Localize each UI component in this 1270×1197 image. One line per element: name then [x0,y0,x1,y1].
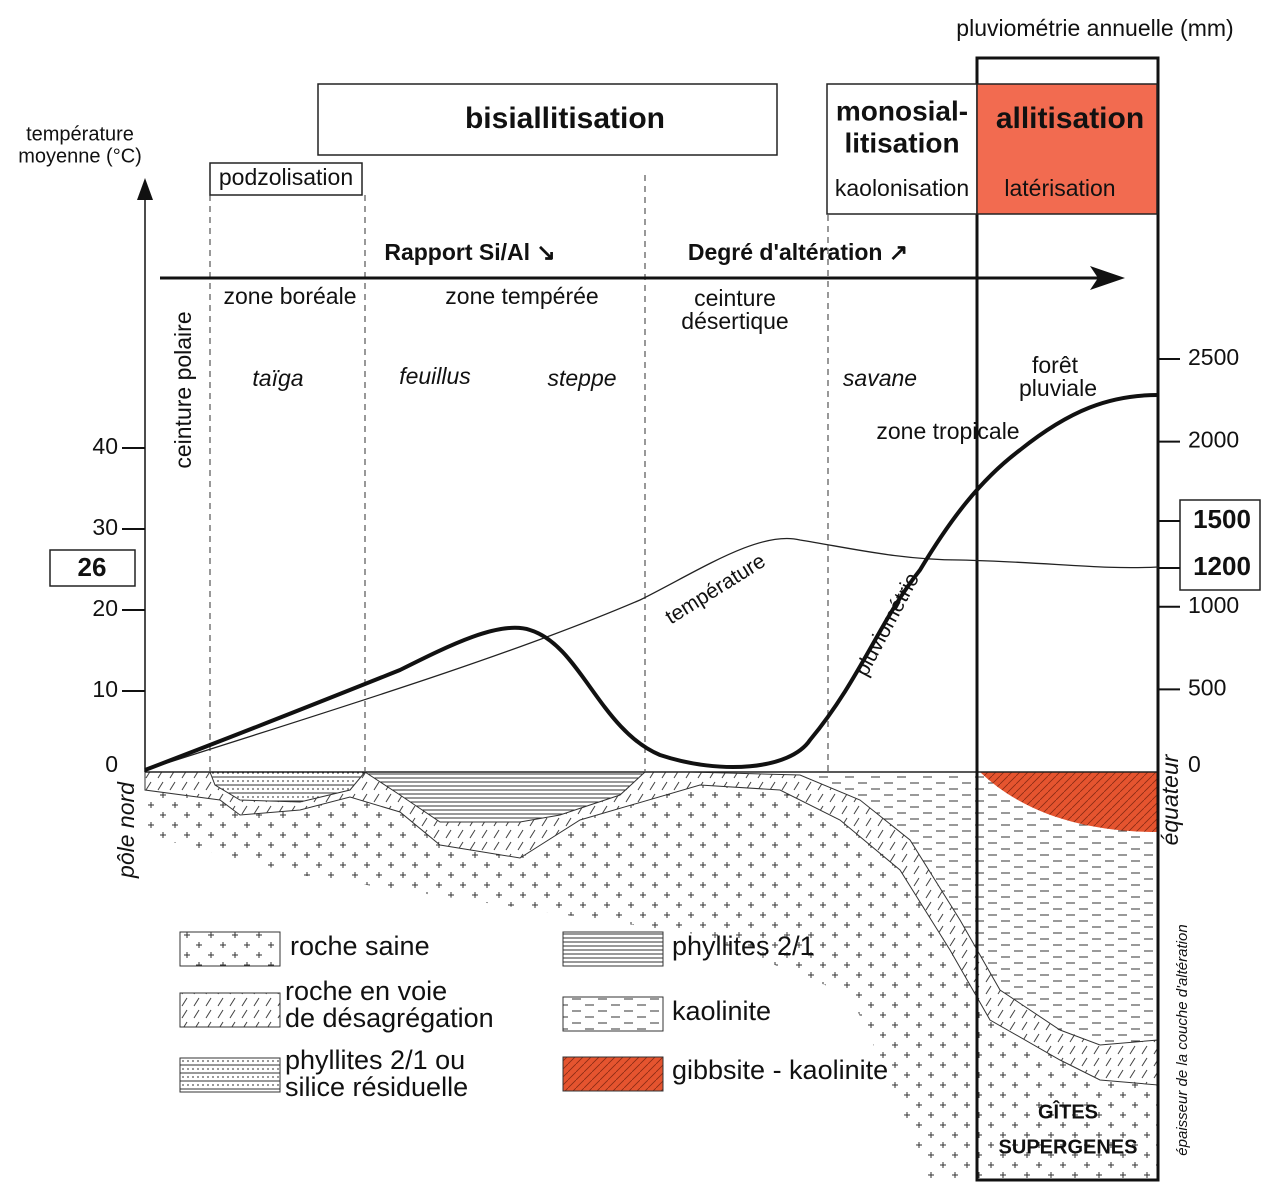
highlight-label: 26 [78,552,107,582]
highlight-box [49,549,136,587]
legend-swatch [562,1056,664,1092]
tick-label: 2500 [1188,344,1239,370]
weathering-rock [144,771,1159,1086]
rainfall-curve [144,393,1159,772]
process: latérisation [1004,175,1115,201]
legend-label: roche en voie [285,976,447,1006]
legend-label: phyllites 2/1 ou [285,1045,465,1075]
vegetation: savane [843,365,917,391]
arrow-head [1090,266,1125,290]
side-label: pôle nord [113,781,139,879]
zone: ceinture polaire [170,311,196,468]
tick-label: 30 [92,514,118,540]
equator-column [975,56,1160,1182]
legend-swatch [179,1057,281,1093]
side-label: équateur [1157,753,1183,845]
legend-label: de désagrégation [285,1003,494,1033]
vegetation: taïga [252,365,303,391]
deposit: SUPERGENES [999,1136,1138,1158]
zone: désertique [681,308,788,334]
process: kaolonisation [835,175,969,201]
tick-label: 0 [105,751,118,777]
process-box [317,83,778,156]
legend-label: kaolinite [672,996,771,1026]
deposit: GÎTES [1038,1099,1098,1123]
highlight-label: 1200 [1193,551,1251,581]
zone: forêt [1032,352,1079,378]
zone: ceinture [694,285,776,311]
legend-swatch [562,996,664,1032]
process: podzolisation [219,164,353,190]
axis-label: moyenne (°C) [18,145,142,167]
trend-label: Rapport Si/Al ↘ [384,239,555,265]
curve-label: pluviométrie [850,569,923,680]
process: litisation [844,127,959,158]
legend-label: silice résiduelle [285,1072,468,1102]
tick-label: 0 [1188,751,1201,777]
legend-label: roche saine [290,931,430,961]
vegetation: feuillus [399,363,471,389]
phyllites-zone [363,771,647,823]
vegetation: steppe [547,365,616,391]
zone: zone boréale [224,283,357,309]
process: allitisation [996,102,1144,135]
tick-label: 40 [92,433,118,459]
legend-label: phyllites 2/1 [672,931,815,961]
axis-label: température [26,123,134,145]
tick-label: 20 [92,595,118,621]
zone: zone tropicale [876,418,1019,444]
highlight-label: 1500 [1193,504,1251,534]
arrow-head [137,178,153,200]
side-label: épaisseur de la couche d'altération [1174,924,1191,1155]
process: bisiallitisation [465,102,665,135]
legend-swatch [179,931,281,967]
zone: pluviale [1019,375,1097,401]
tick-label: 500 [1188,674,1226,700]
process-box [976,83,1158,215]
legend-label: gibbsite - kaolinite [672,1055,888,1085]
tick-label: 2000 [1188,427,1239,453]
trend-label: Degré d'altération ↗ [688,239,908,265]
tick-label: 10 [92,676,118,702]
process: monosial- [836,95,968,126]
title: pluviométrie annuelle (mm) [956,15,1233,41]
process-box [826,83,978,215]
tick-label: 1000 [1188,592,1239,618]
zone: zone tempérée [445,283,598,309]
legend-swatch [179,992,281,1028]
temperature-curve [144,537,1159,771]
process-box [209,162,363,196]
gibbsite-zone [980,772,1158,832]
highlight-box [1179,499,1261,591]
legend-swatch [562,931,664,967]
